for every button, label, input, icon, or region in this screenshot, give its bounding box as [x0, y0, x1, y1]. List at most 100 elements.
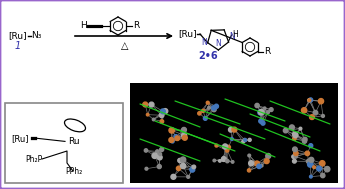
- Circle shape: [230, 138, 233, 140]
- Circle shape: [319, 161, 325, 166]
- FancyBboxPatch shape: [5, 103, 123, 183]
- Circle shape: [212, 108, 216, 112]
- Circle shape: [149, 102, 154, 107]
- Circle shape: [255, 103, 259, 108]
- Circle shape: [228, 127, 233, 132]
- Circle shape: [146, 113, 149, 116]
- Circle shape: [289, 125, 294, 130]
- Circle shape: [243, 138, 246, 142]
- Circle shape: [160, 109, 165, 114]
- Circle shape: [143, 102, 148, 107]
- Circle shape: [249, 161, 254, 166]
- Circle shape: [181, 163, 186, 169]
- Circle shape: [152, 153, 157, 158]
- Circle shape: [190, 167, 195, 172]
- Circle shape: [260, 164, 263, 167]
- Circle shape: [171, 140, 174, 143]
- Circle shape: [226, 149, 229, 152]
- Circle shape: [169, 138, 174, 143]
- Circle shape: [219, 160, 221, 162]
- Circle shape: [180, 157, 186, 162]
- Circle shape: [221, 157, 226, 161]
- Circle shape: [214, 104, 218, 108]
- Circle shape: [264, 159, 269, 164]
- Circle shape: [178, 158, 182, 163]
- Circle shape: [227, 145, 230, 149]
- Text: R: R: [133, 22, 139, 30]
- Circle shape: [292, 155, 295, 158]
- Circle shape: [187, 175, 190, 178]
- Circle shape: [318, 98, 324, 104]
- Circle shape: [266, 153, 271, 158]
- Circle shape: [309, 144, 313, 148]
- Circle shape: [169, 128, 175, 133]
- Circle shape: [293, 132, 297, 136]
- Circle shape: [261, 121, 265, 125]
- Circle shape: [198, 112, 201, 115]
- Text: N: N: [201, 38, 207, 47]
- Circle shape: [160, 120, 164, 123]
- Circle shape: [159, 153, 161, 156]
- Circle shape: [293, 137, 296, 140]
- Circle shape: [144, 149, 148, 152]
- Circle shape: [269, 108, 273, 112]
- Text: N: N: [229, 32, 235, 41]
- Circle shape: [317, 166, 322, 171]
- Text: Ph₂P: Ph₂P: [25, 154, 42, 163]
- Circle shape: [163, 109, 168, 114]
- Text: △: △: [121, 41, 129, 51]
- Circle shape: [308, 98, 313, 102]
- Circle shape: [176, 166, 181, 170]
- Circle shape: [232, 127, 237, 132]
- Circle shape: [157, 155, 162, 160]
- Text: 1: 1: [15, 41, 21, 51]
- Text: 2•6: 2•6: [198, 51, 218, 61]
- Circle shape: [242, 140, 245, 143]
- Circle shape: [303, 139, 307, 143]
- Circle shape: [308, 162, 313, 167]
- Circle shape: [309, 115, 314, 119]
- Circle shape: [157, 165, 161, 169]
- Circle shape: [309, 175, 312, 178]
- Circle shape: [302, 108, 307, 113]
- Circle shape: [223, 144, 228, 149]
- Circle shape: [293, 133, 298, 138]
- Circle shape: [206, 101, 209, 104]
- Bar: [130, 83, 338, 183]
- Circle shape: [192, 165, 196, 169]
- Circle shape: [182, 135, 187, 140]
- Circle shape: [248, 138, 251, 141]
- Circle shape: [309, 157, 314, 162]
- Circle shape: [211, 106, 216, 110]
- Circle shape: [213, 159, 216, 162]
- Circle shape: [248, 154, 250, 157]
- Circle shape: [247, 169, 250, 172]
- Circle shape: [244, 139, 247, 141]
- Circle shape: [294, 155, 297, 158]
- Text: PPh₂: PPh₂: [65, 167, 82, 176]
- Circle shape: [208, 106, 210, 109]
- Circle shape: [259, 109, 264, 115]
- Text: R: R: [264, 47, 270, 56]
- Circle shape: [201, 109, 205, 112]
- Circle shape: [283, 128, 288, 133]
- Circle shape: [226, 159, 229, 163]
- Circle shape: [294, 151, 298, 156]
- Circle shape: [257, 164, 261, 169]
- Circle shape: [152, 118, 155, 121]
- Circle shape: [231, 161, 234, 163]
- Circle shape: [204, 116, 207, 120]
- Circle shape: [305, 151, 309, 156]
- Circle shape: [263, 107, 266, 110]
- Circle shape: [181, 127, 186, 132]
- Circle shape: [254, 161, 259, 166]
- Circle shape: [171, 174, 176, 179]
- Text: N: N: [216, 39, 221, 48]
- Circle shape: [159, 113, 164, 118]
- Circle shape: [181, 133, 187, 138]
- Circle shape: [175, 136, 180, 141]
- Circle shape: [156, 150, 159, 153]
- Text: [Ru]: [Ru]: [8, 32, 27, 40]
- Circle shape: [215, 144, 218, 147]
- Circle shape: [293, 147, 297, 152]
